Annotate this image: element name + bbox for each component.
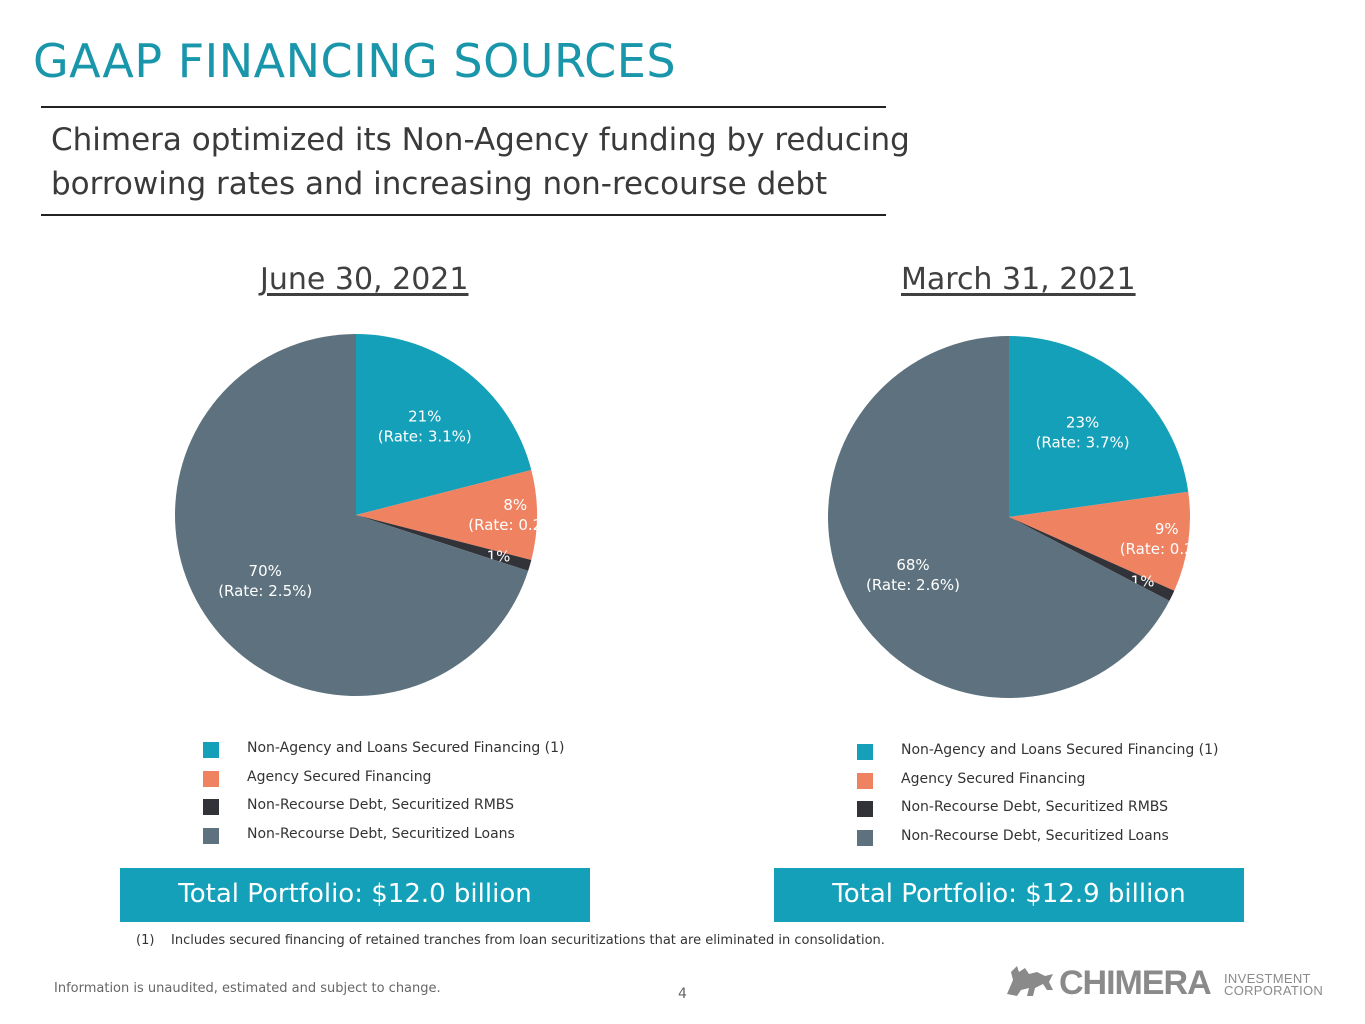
legend-label: Non-Agency and Loans Secured Financing (… — [901, 742, 1219, 758]
slice-data-label: 21% (Rate: 3.1%) — [378, 407, 472, 445]
subtitle-line-2: borrowing rates and increasing non-recou… — [51, 166, 828, 202]
slice-rmbs — [1009, 517, 1175, 601]
legend-swatch — [203, 770, 219, 787]
legend-label: Non-Recourse Debt, Securitized Loans — [901, 827, 1169, 844]
footnote-text: Includes secured financing of retained t… — [171, 933, 885, 948]
logo-line-1: INVESTMENT — [1224, 971, 1311, 986]
chimera-logo: CHIMERA INVESTMENT CORPORATION — [1003, 960, 1343, 1004]
slice-rmbs — [356, 515, 532, 571]
subtitle-top-rule — [41, 106, 886, 108]
legend-label: Agency Secured Financing — [901, 770, 1086, 787]
slice-data-label: 70% (Rate: 2.5%) — [218, 562, 312, 600]
chimera-creature-icon — [1007, 966, 1053, 996]
legend-swatch — [203, 799, 219, 815]
legend-swatch — [857, 829, 873, 846]
pie-chart-march: 23% (Rate: 3.7%)9% (Rate: 0.2%)1%68% (Rate:… — [828, 336, 1214, 698]
footnote: (1) Includes secured financing of retaine… — [136, 933, 885, 948]
page-number: 4 — [678, 986, 687, 1002]
chart-title-june: June 30, 2021 — [260, 262, 469, 297]
logo-name: CHIMERA — [1059, 964, 1212, 1002]
pie-chart-june: 21% (Rate: 3.1%)8% (Rate: 0.2%)1%70% (Rate:… — [175, 334, 562, 696]
legend-swatch — [857, 744, 873, 760]
logo-line-2: CORPORATION — [1224, 983, 1324, 998]
total-portfolio-march: Total Portfolio: $12.9 billion — [774, 868, 1244, 922]
slice-agency — [356, 469, 537, 561]
subtitle-line-1: Chimera optimized its Non-Agency funding… — [51, 122, 910, 158]
total-portfolio-june: Total Portfolio: $12.0 billion — [120, 868, 590, 922]
slice-data-label: 68% (Rate: 2.6%) — [866, 556, 960, 594]
legend-label: Non-Recourse Debt, Securitized RMBS — [247, 797, 515, 813]
slice-agency — [1009, 491, 1190, 591]
page-title: GAAP FINANCING SOURCES — [33, 34, 677, 88]
legend-label: Non-Agency and Loans Secured Financing (… — [247, 740, 565, 756]
slice-non-agency — [1009, 336, 1189, 517]
slice-non-agency — [356, 334, 532, 515]
subtitle: Chimera optimized its Non-Agency funding… — [51, 118, 911, 206]
subtitle-bottom-rule — [41, 214, 886, 216]
footnote-number: (1) — [136, 933, 155, 948]
slice-loans — [175, 334, 529, 696]
chart-title-march: March 31, 2021 — [901, 262, 1136, 297]
legend-swatch — [203, 742, 219, 758]
slice-loans — [828, 336, 1170, 698]
legend-swatch — [857, 772, 873, 789]
legend-swatch — [857, 801, 873, 817]
slice-data-label: 23% (Rate: 3.7%) — [1036, 413, 1130, 451]
legend-label: Agency Secured Financing — [247, 768, 432, 785]
legend-label: Non-Recourse Debt, Securitized Loans — [247, 825, 515, 842]
slice-data-label: 8% (Rate: 0.2%) — [468, 496, 562, 534]
slice-data-label: 9% (Rate: 0.2%) — [1120, 520, 1214, 558]
disclaimer: Information is unaudited, estimated and … — [54, 981, 441, 996]
legend-swatch — [203, 827, 219, 844]
legend-label: Non-Recourse Debt, Securitized RMBS — [901, 799, 1169, 815]
